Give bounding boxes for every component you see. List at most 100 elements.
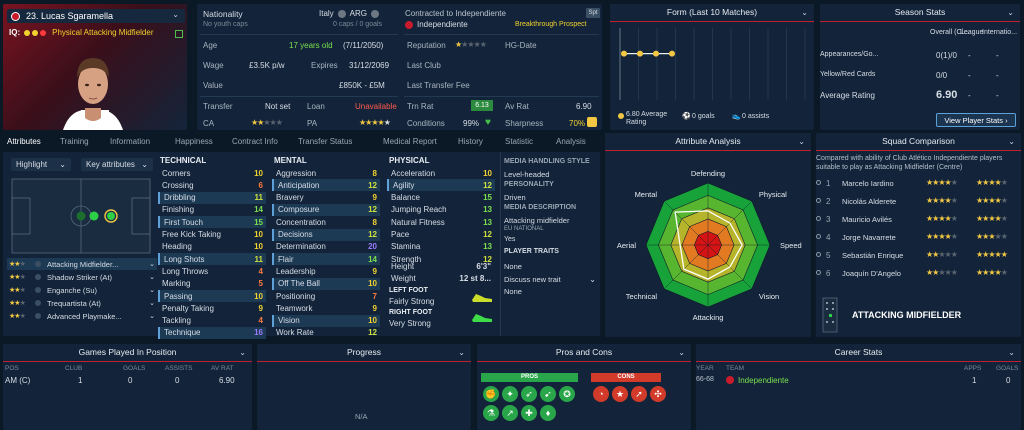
player-name-bar[interactable]: 23. Lucas Sgaramella ⌄ [7,9,185,23]
squad-select-icon[interactable] [816,180,821,185]
chevron-down-icon[interactable]: ⌄ [1007,8,1014,17]
attribute-row[interactable]: Bravery 9 [272,192,380,204]
squad-player-name[interactable]: Mauricio Avilés [842,215,892,224]
club-name[interactable]: Independiente [417,20,468,29]
attribute-row[interactable]: Decisions 12 [272,228,380,241]
squad-player-name[interactable]: Marcelo Iardino [842,179,894,188]
career-team[interactable]: Independiente [738,376,789,385]
attribute-row[interactable]: Teamwork 9 [272,302,380,314]
highlight-dropdown[interactable]: Highlight ⌄ [11,158,71,171]
pro-trend-icon[interactable]: ↗ [502,405,518,421]
squad-select-icon[interactable] [816,252,821,257]
attribute-row[interactable]: Long Shots 11 [158,253,266,266]
form-header[interactable]: Form (Last 10 Matches) ⌄ [610,4,814,22]
key-attributes-dropdown[interactable]: Key attributes ⌄ [81,158,153,171]
pro-passing-icon[interactable]: ➶ [521,386,537,402]
attribute-row[interactable]: Acceleration 10 [387,167,495,179]
chevron-down-icon[interactable]: ⌄ [458,348,465,357]
analysis-header[interactable]: Attribute Analysis ⌄ [605,133,811,151]
tab-training[interactable]: Training [60,137,89,146]
attribute-row[interactable]: Dribbling 11 [158,191,266,204]
attribute-row[interactable]: Technique 16 [158,326,266,339]
form-point[interactable] [653,50,659,57]
attribute-row[interactable]: Off The Ball 10 [272,277,380,290]
attribute-row[interactable]: Positioning 7 [272,290,380,302]
squad-select-icon[interactable] [816,216,821,221]
attribute-row[interactable]: Work Rate 12 [272,327,380,339]
attribute-row[interactable]: First Touch 15 [158,216,266,229]
attribute-row[interactable]: Balance 15 [387,192,495,204]
chevron-down-icon[interactable]: ⌄ [798,137,805,146]
attribute-row[interactable]: Composure 12 [272,203,380,216]
pro-dribbling-icon[interactable]: ✚ [521,405,537,421]
attribute-row[interactable]: Finishing 14 [158,204,266,216]
role-item[interactable]: ★★★ Advanced Playmake... ⌄ [7,310,157,322]
pro-technique-icon[interactable]: ✦ [502,386,518,402]
attribute-row[interactable]: Agility 12 [387,179,495,192]
attribute-row[interactable]: Passing 10 [158,290,266,302]
squad-player-name[interactable]: Nicolás Alderete [842,197,897,206]
pro-shooting-icon[interactable]: ➹ [540,386,556,402]
chevron-down-icon[interactable]: ⌄ [239,348,246,357]
attribute-row[interactable]: Leadership 9 [272,265,380,277]
form-point[interactable] [621,50,627,57]
games-header[interactable]: Games Played In Position ⌄ [3,344,252,362]
tab-contract-info[interactable]: Contract Info [232,137,278,146]
season-header[interactable]: Season Stats ⌄ [820,4,1020,22]
attribute-row[interactable]: Pace 12 [387,229,495,241]
attribute-row[interactable]: Long Throws 4 [158,265,266,277]
squad-select-icon[interactable] [816,234,821,239]
chevron-down-icon[interactable]: ⌄ [678,348,685,357]
con-tackling-icon[interactable]: ➚ [631,386,647,402]
attribute-row[interactable]: Stamina 13 [387,241,495,253]
role-item[interactable]: ★★★ Enganche (Su) ⌄ [7,284,157,296]
con-positioning-icon[interactable]: ✣ [650,386,666,402]
tab-transfer-status[interactable]: Transfer Status [298,137,353,146]
squad-select-icon[interactable] [816,198,821,203]
view-player-stats-button[interactable]: View Player Stats › [936,113,1016,127]
career-header[interactable]: Career Stats ⌄ [696,344,1021,362]
attribute-row[interactable]: Strength 12 [387,253,495,265]
role-item[interactable]: ★★★ Attacking Midfielder... ⌄ [7,258,157,270]
attribute-row[interactable]: Jumping Reach 13 [387,204,495,216]
squad-player-name[interactable]: Jorge Navarrete [842,233,896,242]
attribute-row[interactable]: Marking 5 [158,278,266,290]
attribute-row[interactable]: Crossing 6 [158,179,266,191]
shortlist-icon[interactable] [175,30,183,38]
attribute-row[interactable]: Free Kick Taking 10 [158,229,266,241]
pro-fitness-icon[interactable]: ⚗ [483,405,499,421]
role-item[interactable]: ★★★ Shadow Striker (At) ⌄ [7,271,157,283]
squad-select-icon[interactable] [816,270,821,275]
attribute-row[interactable]: Anticipation 12 [272,179,380,192]
tab-analysis[interactable]: Analysis [556,137,586,146]
attribute-row[interactable]: Tackling 4 [158,315,266,327]
tab-medical-report[interactable]: Medical Report [383,137,437,146]
attribute-row[interactable]: Aggression 8 [272,167,380,179]
tab-attributes[interactable]: Attributes [7,137,41,146]
pro-finishing-icon[interactable]: ✪ [559,386,575,402]
attribute-row[interactable]: Natural Fitness 13 [387,216,495,228]
progress-header[interactable]: Progress ⌄ [257,344,471,362]
attribute-row[interactable]: Corners 10 [158,167,266,179]
squad-header[interactable]: Squad Comparison ⌄ [816,133,1021,151]
chevron-down-icon[interactable]: ⌄ [1008,137,1015,146]
attribute-row[interactable]: Determination 20 [272,241,380,253]
chevron-down-icon[interactable]: ⌄ [801,8,808,17]
pros-cons-header[interactable]: Pros and Cons ⌄ [477,344,691,362]
tab-statistic[interactable]: Statistic [505,137,534,146]
attribute-row[interactable]: Flair 14 [272,253,380,266]
squad-player-name[interactable]: Joaquín D'Angelo [842,269,901,278]
tab-happiness[interactable]: Happiness [175,137,213,146]
attribute-row[interactable]: Heading 10 [158,241,266,253]
attribute-row[interactable]: Concentration 8 [272,216,380,228]
con-marking-icon[interactable]: ◔ [593,386,609,402]
discuss-trait-dropdown[interactable]: Discuss new trait ⌄ [504,273,596,285]
tab-information[interactable]: Information [110,137,151,146]
chevron-down-icon[interactable]: ⌄ [172,10,179,19]
attribute-row[interactable]: Vision 10 [272,314,380,327]
chevron-down-icon[interactable]: ⌄ [1008,348,1015,357]
tab-history[interactable]: History [458,137,483,146]
con-star-icon[interactable]: ★ [612,386,628,402]
form-point[interactable] [669,50,675,57]
attribute-row[interactable]: Penalty Taking 9 [158,302,266,314]
